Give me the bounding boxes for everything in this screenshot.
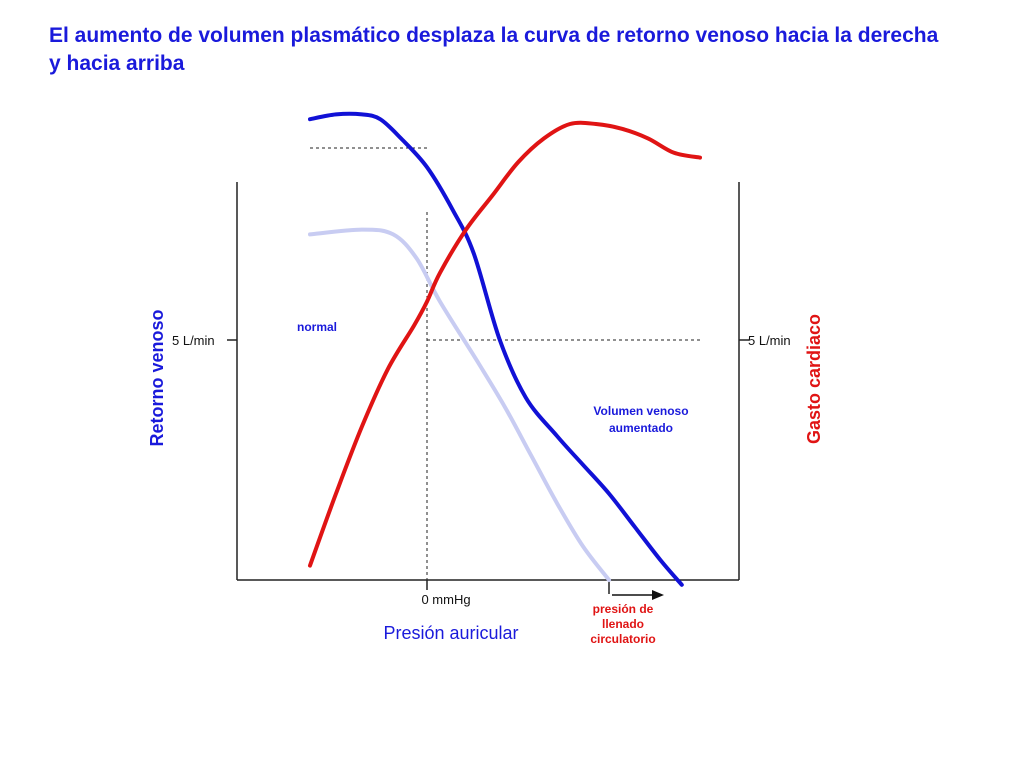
- series-increased-venous-return: [308, 111, 684, 587]
- mcfp-label-line1: presión de: [593, 602, 654, 616]
- y-axis-title-left: Retorno venoso: [147, 309, 167, 446]
- slide-title: El aumento de volumen plasmático desplaz…: [49, 24, 939, 75]
- y-axis-title-right: Gasto cardiaco: [804, 314, 824, 444]
- left-tick-label: 5 L/min: [172, 333, 215, 348]
- series-layer: [308, 111, 702, 587]
- normal-label: normal: [297, 320, 337, 334]
- x-axis-title: Presión auricular: [383, 623, 518, 643]
- right-tick-label: 5 L/min: [748, 333, 791, 348]
- mcfp-label-line2: llenado: [602, 617, 644, 631]
- series-cardiac-output: [308, 120, 702, 568]
- reference-lines: [310, 147, 700, 580]
- mcfp-label-line3: circulatorio: [590, 632, 655, 646]
- increased-label-line1: Volumen venoso: [593, 404, 688, 418]
- mcfp-arrow-head: [652, 590, 664, 600]
- x-tick-label-0: 0 mmHg: [421, 592, 470, 607]
- series-normal-venous-return: [308, 227, 611, 582]
- increased-label-line2: aumentado: [609, 421, 673, 435]
